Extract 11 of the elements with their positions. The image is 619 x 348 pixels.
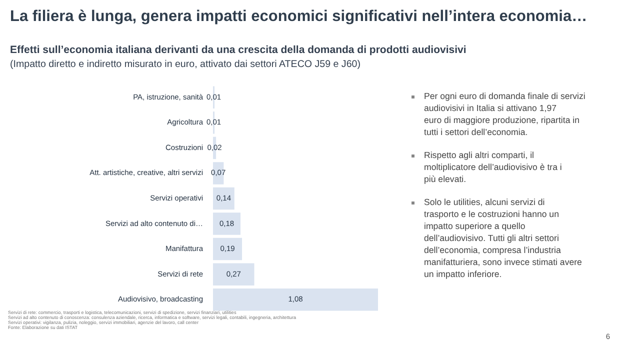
chart-title: La filiera è lunga, genera impatti economici significativi nell’intera economia… [10, 8, 588, 25]
chart-subtitle: Effetti sull’economia italiana derivanti da una crescita della domanda di prodotti audiovisivi [10, 44, 466, 56]
bar [213, 238, 242, 260]
text: Solo le utilities, alcuni servizi di trasporto e le costruzioni hanno un impatto superiore a quello dell’audiovisivo. Tutti gli altri settori dell’economia, compresa l’industria manifatturiera, sono invece stimati avere un impatto inferiore. [424, 197, 582, 279]
text: Per ogni euro di domanda finale di servizi audiovisivi in Italia si attivano 1,97 euro di maggiore produzione, ripartita in tutti i settori dell’economia. [424, 91, 586, 137]
bar [213, 212, 240, 235]
text: Rispetto agli altri comparti, il moltiplicatore dell’audiovisivo è tra i più elevati. [424, 150, 562, 184]
bar [213, 187, 234, 210]
text: (Impatto diretto e indiretto misurato in euro, attivato dai settori ATECO J59 e J60) [10, 59, 360, 70]
bar [213, 263, 254, 286]
bar [213, 288, 378, 311]
